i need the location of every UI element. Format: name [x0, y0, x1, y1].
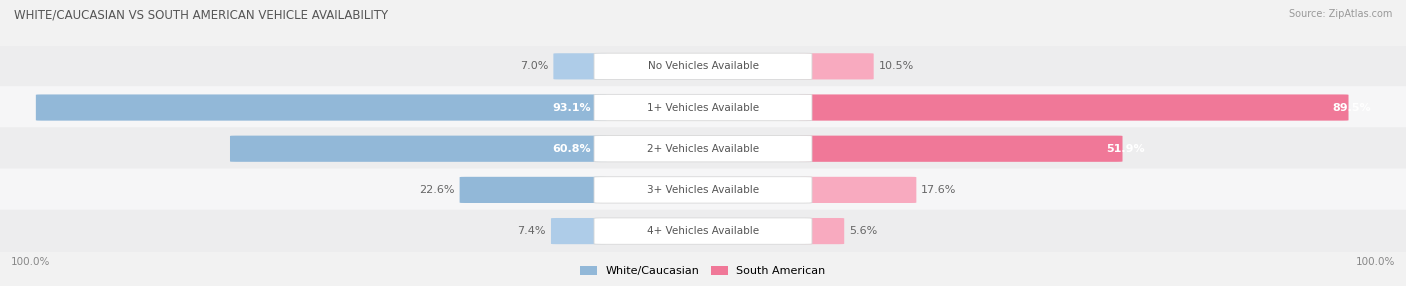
Text: WHITE/CAUCASIAN VS SOUTH AMERICAN VEHICLE AVAILABILITY: WHITE/CAUCASIAN VS SOUTH AMERICAN VEHICL…: [14, 9, 388, 21]
Text: 100.0%: 100.0%: [11, 257, 51, 267]
FancyBboxPatch shape: [0, 210, 1406, 253]
FancyBboxPatch shape: [593, 53, 813, 80]
FancyBboxPatch shape: [593, 136, 813, 162]
FancyBboxPatch shape: [0, 127, 1406, 170]
Text: 2+ Vehicles Available: 2+ Vehicles Available: [647, 144, 759, 154]
FancyBboxPatch shape: [593, 177, 813, 203]
FancyBboxPatch shape: [554, 53, 607, 80]
Text: 22.6%: 22.6%: [419, 185, 454, 195]
FancyBboxPatch shape: [799, 94, 1348, 121]
FancyBboxPatch shape: [0, 168, 1406, 211]
Text: 10.5%: 10.5%: [879, 61, 914, 71]
Text: 89.5%: 89.5%: [1333, 103, 1371, 112]
FancyBboxPatch shape: [460, 177, 607, 203]
Text: 93.1%: 93.1%: [553, 103, 591, 112]
Text: 17.6%: 17.6%: [921, 185, 956, 195]
Text: 1+ Vehicles Available: 1+ Vehicles Available: [647, 103, 759, 112]
Text: 60.8%: 60.8%: [553, 144, 591, 154]
Text: 5.6%: 5.6%: [849, 226, 877, 236]
FancyBboxPatch shape: [35, 94, 607, 121]
FancyBboxPatch shape: [799, 218, 844, 244]
Text: 7.4%: 7.4%: [517, 226, 546, 236]
FancyBboxPatch shape: [593, 218, 813, 244]
FancyBboxPatch shape: [551, 218, 607, 244]
Text: 3+ Vehicles Available: 3+ Vehicles Available: [647, 185, 759, 195]
FancyBboxPatch shape: [0, 45, 1406, 88]
Text: 7.0%: 7.0%: [520, 61, 548, 71]
Text: No Vehicles Available: No Vehicles Available: [648, 61, 758, 71]
FancyBboxPatch shape: [593, 94, 813, 121]
Text: 100.0%: 100.0%: [1355, 257, 1395, 267]
Text: 4+ Vehicles Available: 4+ Vehicles Available: [647, 226, 759, 236]
FancyBboxPatch shape: [799, 136, 1122, 162]
Legend: White/Caucasian, South American: White/Caucasian, South American: [576, 261, 830, 281]
FancyBboxPatch shape: [799, 177, 917, 203]
Text: 51.9%: 51.9%: [1107, 144, 1144, 154]
FancyBboxPatch shape: [799, 53, 873, 80]
FancyBboxPatch shape: [0, 86, 1406, 129]
Text: Source: ZipAtlas.com: Source: ZipAtlas.com: [1288, 9, 1392, 19]
FancyBboxPatch shape: [231, 136, 607, 162]
